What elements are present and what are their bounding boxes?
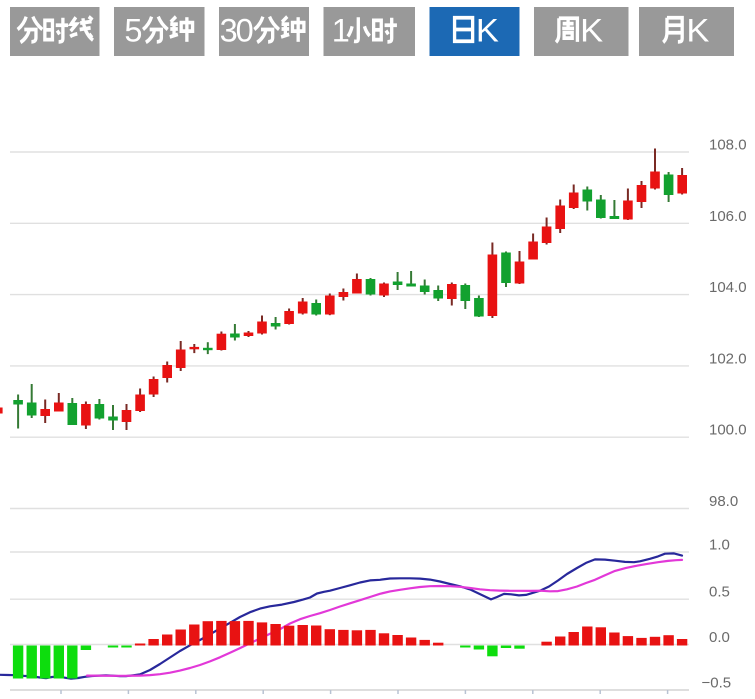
- svg-text:102.0: 102.0: [709, 350, 747, 367]
- svg-text:104.0: 104.0: [709, 279, 747, 296]
- svg-text:K: K: [476, 13, 499, 49]
- svg-text:98.0: 98.0: [709, 493, 738, 510]
- svg-text:3: 3: [220, 13, 238, 49]
- svg-text:106.0: 106.0: [709, 208, 747, 225]
- svg-text:108.0: 108.0: [709, 137, 747, 154]
- svg-text:1: 1: [332, 13, 350, 49]
- svg-text:5: 5: [124, 13, 142, 49]
- svg-text:100.0: 100.0: [709, 422, 747, 439]
- svg-text:K: K: [686, 13, 709, 49]
- svg-text:−0.5: −0.5: [702, 675, 732, 692]
- svg-text:1.0: 1.0: [709, 537, 730, 554]
- svg-text:0.0: 0.0: [709, 629, 730, 646]
- svg-text:0: 0: [236, 13, 254, 49]
- svg-text:K: K: [580, 13, 603, 49]
- svg-text:0.5: 0.5: [709, 584, 730, 601]
